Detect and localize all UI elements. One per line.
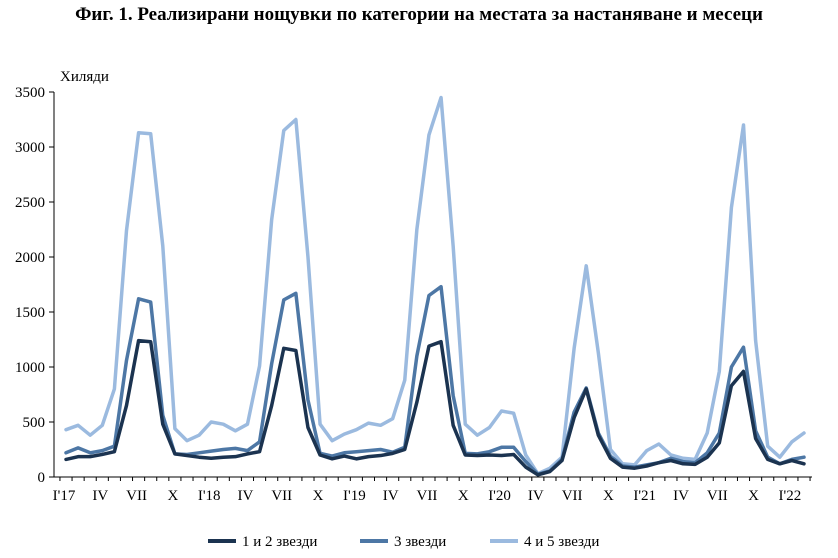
chart-title: Фиг. 1. Реализирани нощувки по категории… bbox=[75, 4, 763, 25]
x-tick-label: X bbox=[748, 488, 759, 504]
x-tick-label: X bbox=[458, 488, 469, 504]
x-tick-label: VII bbox=[126, 488, 147, 504]
legend: 1 и 2 звезди 3 звезди 4 и 5 звезди bbox=[208, 534, 599, 550]
x-tick-label: VII bbox=[562, 488, 583, 504]
y-tick-label: 2000 bbox=[15, 250, 45, 266]
x-tick-label: IV bbox=[92, 488, 108, 504]
x-tick-label: I'21 bbox=[633, 488, 656, 504]
y-axis-label: Хиляди bbox=[60, 69, 109, 85]
legend-label-2: 3 звезди bbox=[394, 534, 446, 550]
y-tick-label: 2500 bbox=[15, 195, 45, 211]
x-tick-label: X bbox=[167, 488, 178, 504]
x-axis: I'17 IV VII X I'18 IV VII X I'19 IV VII X I'20 IV VII X… bbox=[53, 477, 811, 504]
y-tick-label: 1000 bbox=[15, 360, 45, 376]
x-tick-label: VII bbox=[707, 488, 728, 504]
x-tick-label: I'19 bbox=[343, 488, 366, 504]
y-tick-label: 0 bbox=[38, 470, 46, 486]
series-line-2 bbox=[64, 284, 806, 476]
x-tick-label: IV bbox=[383, 488, 399, 504]
x-tick-label: IV bbox=[528, 488, 544, 504]
x-tick-label: X bbox=[313, 488, 324, 504]
x-tick-label: I'18 bbox=[198, 488, 221, 504]
y-axis: 0 500 1000 1500 2000 2500 3000 3500 bbox=[15, 85, 54, 486]
y-tick-label: 1500 bbox=[15, 305, 45, 321]
x-tick-label: I'20 bbox=[488, 488, 511, 504]
x-tick-label: VII bbox=[417, 488, 438, 504]
y-tick-label: 3500 bbox=[15, 85, 45, 101]
series-line-1 bbox=[64, 338, 806, 477]
x-tick-label: I'17 bbox=[53, 488, 76, 504]
y-tick-label: 3000 bbox=[15, 140, 45, 156]
x-tick-label: IV bbox=[673, 488, 689, 504]
series-line-3 bbox=[64, 95, 806, 476]
y-tick-label: 500 bbox=[23, 415, 46, 431]
legend-label-1: 1 и 2 звезди bbox=[242, 534, 317, 550]
x-tick-label: VII bbox=[271, 488, 292, 504]
x-tick-label: I'22 bbox=[779, 488, 802, 504]
legend-label-3: 4 и 5 звезди bbox=[524, 534, 599, 550]
x-tick-label: IV bbox=[238, 488, 254, 504]
x-tick-label: X bbox=[603, 488, 614, 504]
series-lines bbox=[64, 95, 806, 477]
